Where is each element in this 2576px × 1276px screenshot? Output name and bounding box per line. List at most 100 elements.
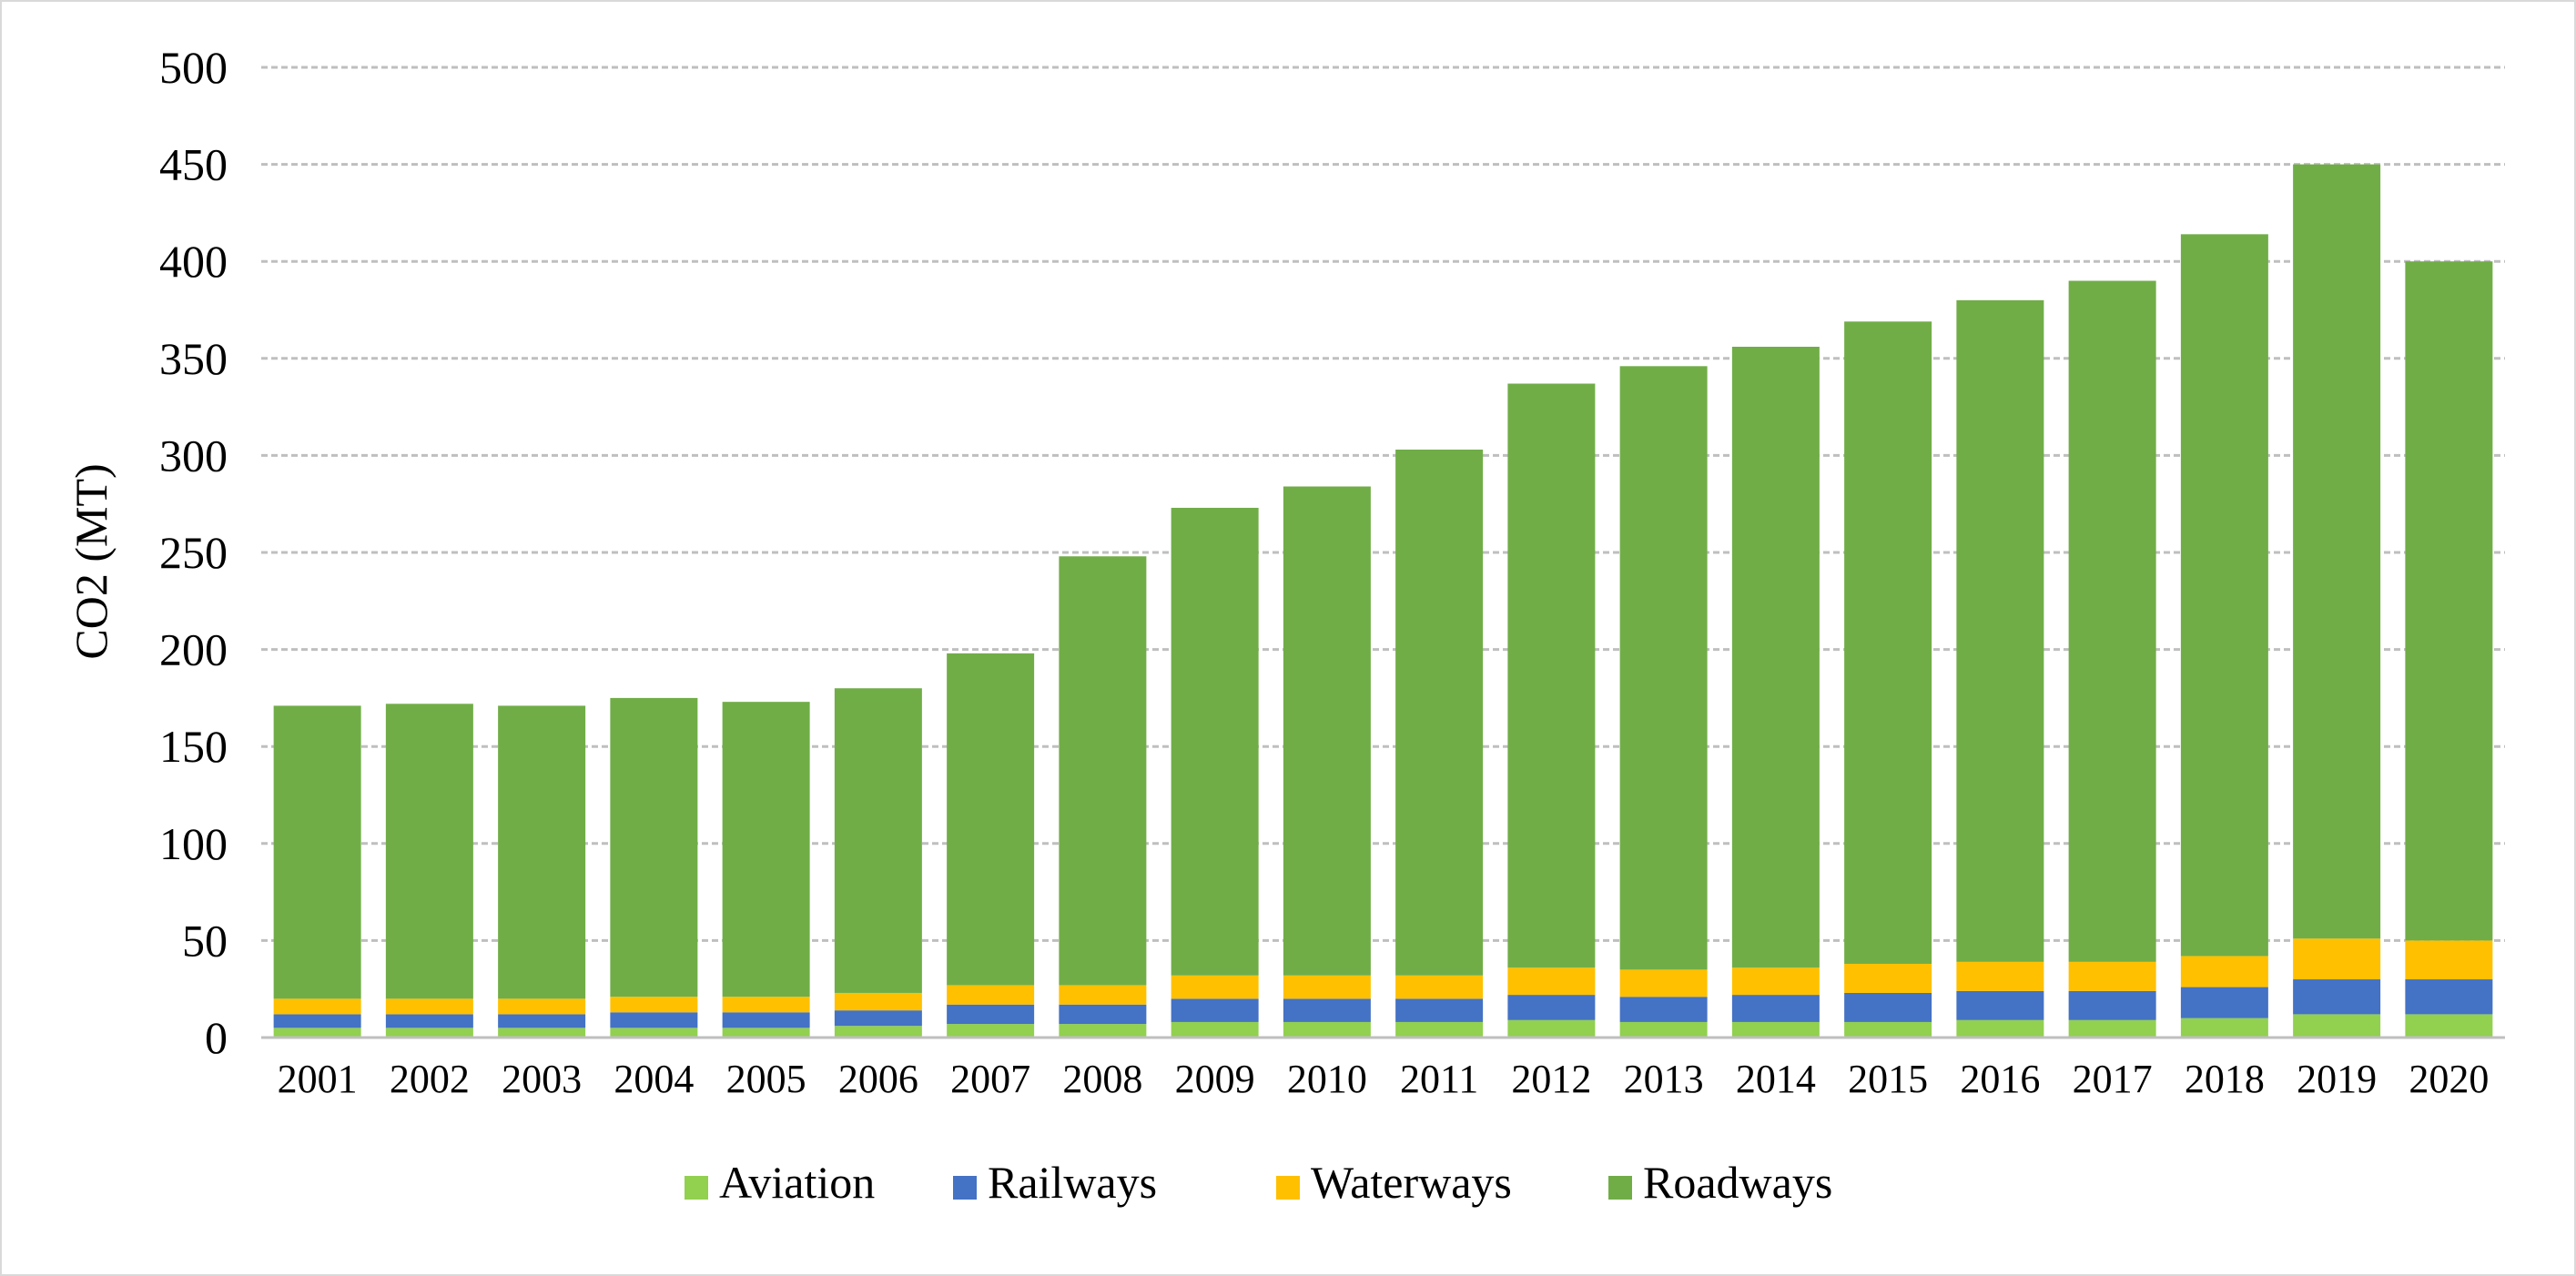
bar-railways-2018 xyxy=(2180,987,2268,1018)
bar-waterways-2009 xyxy=(1171,975,1259,999)
x-tick-label: 2001 xyxy=(278,1057,358,1101)
bar-roadways-2011 xyxy=(1395,450,1484,976)
x-tick-label: 2005 xyxy=(726,1057,806,1101)
bar-roadways-2019 xyxy=(2293,164,2381,939)
x-axis-ticks: 2001 2002 2003 2004 2005 2006 2007 2008 2009 2010… xyxy=(278,1057,2490,1101)
bar-waterways-2020 xyxy=(2405,940,2493,980)
bar-aviation-2006 xyxy=(834,1026,922,1038)
x-tick-label: 2008 xyxy=(1062,1057,1142,1101)
bar-railways-2004 xyxy=(610,1012,698,1028)
legend-swatch-waterways xyxy=(1276,1176,1300,1200)
bar-aviation-2001 xyxy=(273,1028,361,1038)
bar-railways-2001 xyxy=(273,1014,361,1028)
legend-label-waterways: Waterways xyxy=(1311,1157,1512,1208)
bar-railways-2019 xyxy=(2293,979,2381,1015)
bar-roadways-2003 xyxy=(498,705,586,999)
bar-roadways-2010 xyxy=(1283,486,1371,976)
bar-waterways-2004 xyxy=(610,997,698,1013)
legend-label-railways: Railways xyxy=(988,1157,1157,1208)
bar-aviation-2004 xyxy=(610,1028,698,1038)
bar-aviation-2016 xyxy=(1956,1019,2044,1038)
bar-waterways-2003 xyxy=(498,998,586,1015)
y-tick-label: 0 xyxy=(205,1012,228,1063)
x-tick-label: 2014 xyxy=(1736,1057,1816,1101)
y-axis-title: CO2 (MT) xyxy=(66,463,117,659)
x-tick-label: 2013 xyxy=(1624,1057,1704,1101)
bar-waterways-2005 xyxy=(722,997,810,1013)
bar-railways-2013 xyxy=(1619,997,1708,1022)
bar-railways-2014 xyxy=(1731,995,1820,1022)
bar-roadways-2002 xyxy=(385,704,473,999)
bar-aviation-2009 xyxy=(1171,1021,1259,1038)
bar-aviation-2015 xyxy=(1844,1021,1932,1038)
legend-swatch-roadways xyxy=(1608,1176,1632,1200)
x-tick-label: 2006 xyxy=(838,1057,918,1101)
x-tick-label: 2016 xyxy=(1960,1057,2040,1101)
legend-label-aviation: Aviation xyxy=(719,1157,875,1208)
y-tick-label: 300 xyxy=(159,430,228,481)
y-axis-ticks: 0 50 100 150 200 250 300 350 400 450 500 xyxy=(159,42,228,1063)
bar-aviation-2013 xyxy=(1619,1021,1708,1038)
bar-aviation-2005 xyxy=(722,1028,810,1038)
x-tick-label: 2012 xyxy=(1511,1057,1591,1101)
x-tick-label: 2002 xyxy=(390,1057,470,1101)
y-tick-label: 450 xyxy=(159,139,228,190)
bar-railways-2006 xyxy=(834,1010,922,1027)
x-tick-label: 2004 xyxy=(614,1057,694,1101)
y-tick-label: 200 xyxy=(159,624,228,675)
bar-railways-2015 xyxy=(1844,992,1932,1022)
bar-railways-2012 xyxy=(1507,995,1596,1020)
bar-roadways-2014 xyxy=(1731,347,1820,968)
legend-swatch-aviation xyxy=(685,1176,708,1200)
bar-aviation-2010 xyxy=(1283,1021,1371,1038)
bar-roadways-2016 xyxy=(1956,299,2044,962)
bar-railways-2008 xyxy=(1059,1004,1147,1025)
bar-waterways-2014 xyxy=(1731,967,1820,996)
bar-waterways-2018 xyxy=(2180,956,2268,987)
bar-aviation-2003 xyxy=(498,1028,586,1038)
bar-roadways-2008 xyxy=(1059,556,1147,986)
bar-waterways-2002 xyxy=(385,998,473,1015)
bar-waterways-2016 xyxy=(1956,961,2044,991)
bar-railways-2003 xyxy=(498,1014,586,1028)
bar-roadways-2018 xyxy=(2180,234,2268,957)
x-tick-label: 2003 xyxy=(502,1057,582,1101)
bar-roadways-2004 xyxy=(610,697,698,998)
bar-waterways-2015 xyxy=(1844,963,1932,993)
bar-aviation-2011 xyxy=(1395,1021,1484,1038)
bar-roadways-2017 xyxy=(2068,280,2156,962)
y-tick-label: 500 xyxy=(159,42,228,93)
x-tick-label: 2020 xyxy=(2409,1057,2489,1101)
bar-railways-2005 xyxy=(722,1012,810,1028)
bar-waterways-2013 xyxy=(1619,969,1708,998)
legend: Aviation Railways Waterways Roadways xyxy=(685,1157,1832,1208)
bar-waterways-2001 xyxy=(273,998,361,1015)
y-tick-label: 150 xyxy=(159,721,228,772)
y-tick-label: 50 xyxy=(182,915,228,966)
bar-roadways-2001 xyxy=(273,705,361,999)
bar-railways-2009 xyxy=(1171,998,1259,1022)
bar-waterways-2010 xyxy=(1283,975,1371,999)
x-tick-label: 2019 xyxy=(2297,1057,2377,1101)
bar-aviation-2017 xyxy=(2068,1019,2156,1038)
bar-waterways-2011 xyxy=(1395,975,1484,999)
bar-aviation-2018 xyxy=(2180,1018,2268,1038)
y-tick-label: 250 xyxy=(159,527,228,578)
bar-roadways-2020 xyxy=(2405,261,2493,941)
y-tick-label: 100 xyxy=(159,818,228,869)
bar-roadways-2007 xyxy=(947,653,1035,986)
x-tick-label: 2011 xyxy=(1400,1057,1478,1101)
x-tick-label: 2010 xyxy=(1287,1057,1367,1101)
bar-railways-2007 xyxy=(947,1004,1035,1025)
bar-aviation-2014 xyxy=(1731,1021,1820,1038)
gridlines xyxy=(261,66,2505,942)
bar-railways-2020 xyxy=(2405,979,2493,1015)
bar-aviation-2020 xyxy=(2405,1014,2493,1038)
bar-roadways-2012 xyxy=(1507,383,1596,968)
bar-waterways-2008 xyxy=(1059,985,1147,1005)
bar-aviation-2008 xyxy=(1059,1024,1147,1038)
bar-aviation-2019 xyxy=(2293,1014,2381,1038)
bar-roadways-2015 xyxy=(1844,321,1932,964)
